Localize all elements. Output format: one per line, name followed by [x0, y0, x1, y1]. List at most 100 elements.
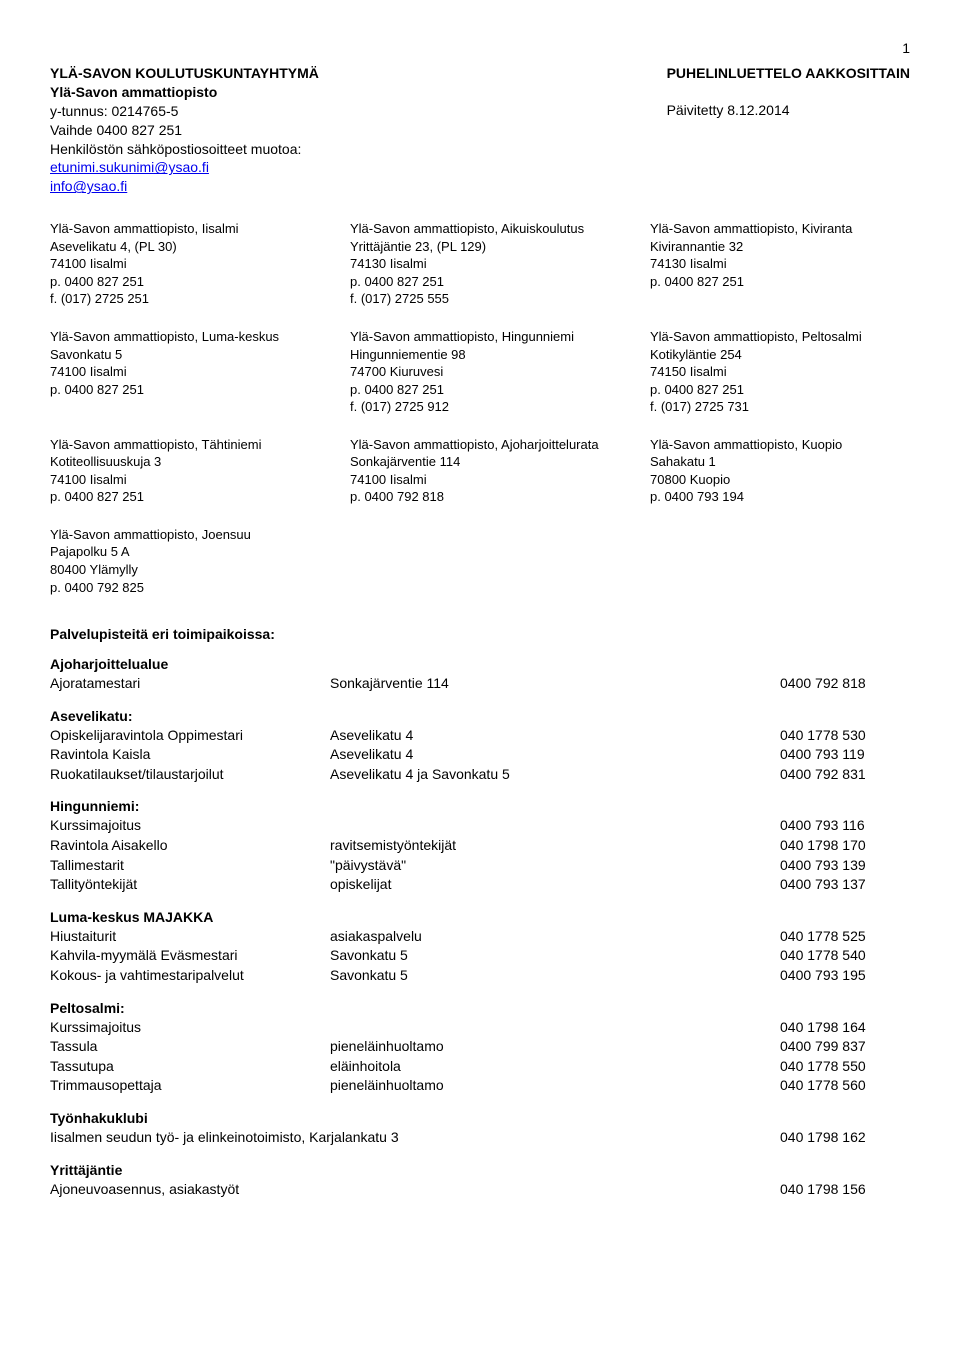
- address-line: 74100 Iisalmi: [50, 471, 310, 489]
- address-line: 80400 Ylämylly: [50, 561, 310, 579]
- vaihde: Vaihde 0400 827 251: [50, 121, 319, 140]
- address-line: 74100 Iisalmi: [50, 363, 310, 381]
- service-name: Tallimestarit: [50, 856, 330, 876]
- address-line: Kivirannantie 32: [650, 238, 910, 256]
- service-phone: 0400 799 837: [780, 1037, 910, 1057]
- service-phone: 040 1778 525: [780, 927, 910, 947]
- service-detail: Savonkatu 5: [330, 946, 780, 966]
- address-line: 74150 Iisalmi: [650, 363, 910, 381]
- address-line: Ylä-Savon ammattiopisto, Kuopio: [650, 436, 910, 454]
- address-line: f. (017) 2725 251: [50, 290, 310, 308]
- school-name: Ylä-Savon ammattiopisto: [50, 83, 319, 102]
- address-line: f. (017) 2725 912: [350, 398, 610, 416]
- service-row: Trimmausopettajapieneläinhuoltamo040 177…: [50, 1076, 910, 1096]
- service-row: Ravintola Aisakelloravitsemistyöntekijät…: [50, 836, 910, 856]
- service-phone: 0400 793 116: [780, 816, 910, 836]
- address-line: Ylä-Savon ammattiopisto, Aikuiskoulutus: [350, 220, 610, 238]
- service-row: Kurssimajoitus 040 1798 164: [50, 1018, 910, 1038]
- service-row: Iisalmen seudun työ- ja elinkeinotoimist…: [50, 1128, 910, 1148]
- service-detail: Asevelikatu 4 ja Savonkatu 5: [330, 765, 780, 785]
- address-line: Ylä-Savon ammattiopisto, Iisalmi: [50, 220, 310, 238]
- group-title: Yrittäjäntie: [50, 1162, 910, 1178]
- address-line: p. 0400 827 251: [50, 381, 310, 399]
- service-phone: 040 1778 550: [780, 1057, 910, 1077]
- address-block: Ylä-Savon ammattiopisto, AikuiskoulutusY…: [350, 220, 610, 308]
- address-line: Ylä-Savon ammattiopisto, Kiviranta: [650, 220, 910, 238]
- service-row: Tassulapieneläinhuoltamo0400 799 837: [50, 1037, 910, 1057]
- address-line: Kotikyläntie 254: [650, 346, 910, 364]
- address-line: p. 0400 827 251: [50, 488, 310, 506]
- service-row: Kokous- ja vahtimestaripalvelutSavonkatu…: [50, 966, 910, 986]
- service-name: Ruokatilaukset/tilaustarjoilut: [50, 765, 330, 785]
- service-detail: pieneläinhuoltamo: [330, 1076, 780, 1096]
- services-list: Ajoharjoittelualue AjoratamestariSonkajär…: [50, 656, 910, 1199]
- service-name: Ravintola Aisakello: [50, 836, 330, 856]
- service-row: Opiskelijaravintola OppimestariAsevelika…: [50, 726, 910, 746]
- service-detail: ravitsemistyöntekijät: [330, 836, 780, 856]
- address-line: 74700 Kiuruvesi: [350, 363, 610, 381]
- address-line: Asevelikatu 4, (PL 30): [50, 238, 310, 256]
- service-phone: 040 1798 156: [780, 1180, 910, 1200]
- service-name: Trimmausopettaja: [50, 1076, 330, 1096]
- email-link-1[interactable]: etunimi.sukunimi@ysao.fi: [50, 159, 209, 175]
- address-line: Ylä-Savon ammattiopisto, Luma-keskus: [50, 328, 310, 346]
- section-title: Palvelupisteitä eri toimipaikoissa:: [50, 626, 910, 642]
- address-line: Ylä-Savon ammattiopisto, Joensuu: [50, 526, 310, 544]
- service-name: Tassutupa: [50, 1057, 330, 1077]
- email-link-2[interactable]: info@ysao.fi: [50, 178, 127, 194]
- service-phone: 040 1798 164: [780, 1018, 910, 1038]
- service-name: Kurssimajoitus: [50, 816, 330, 836]
- service-row: Ruokatilaukset/tilaustarjoilutAsevelikat…: [50, 765, 910, 785]
- org-name: YLÄ-SAVON KOULUTUSKUNTAYHTYMÄ: [50, 64, 319, 83]
- address-block: Ylä-Savon ammattiopisto, Luma-keskusSavo…: [50, 328, 310, 416]
- address-line: p. 0400 827 251: [50, 273, 310, 291]
- address-line: p. 0400 792 825: [50, 579, 310, 597]
- service-detail: Sonkajärventie 114: [330, 674, 780, 694]
- y-tunnus: y-tunnus: 0214765-5: [50, 102, 319, 121]
- service-detail: Savonkatu 5: [330, 966, 780, 986]
- service-name: Kahvila-myymälä Eväsmestari: [50, 946, 330, 966]
- service-row: Kurssimajoitus 0400 793 116: [50, 816, 910, 836]
- service-detail: eläinhoitola: [330, 1057, 780, 1077]
- service-phone: 0400 792 818: [780, 674, 910, 694]
- service-row: AjoratamestariSonkajärventie 1140400 792…: [50, 674, 910, 694]
- service-detail: opiskelijat: [330, 875, 780, 895]
- address-line: p. 0400 827 251: [350, 273, 610, 291]
- address-line: 74100 Iisalmi: [50, 255, 310, 273]
- service-phone: 0400 793 195: [780, 966, 910, 986]
- service-name: Kokous- ja vahtimestaripalvelut: [50, 966, 330, 986]
- service-row: Tallimestarit"päivystävä"0400 793 139: [50, 856, 910, 876]
- service-name: Tassula: [50, 1037, 330, 1057]
- service-row: Hiustaituritasiakaspalvelu040 1778 525: [50, 927, 910, 947]
- service-name: Kurssimajoitus: [50, 1018, 330, 1038]
- address-line: f. (017) 2725 731: [650, 398, 910, 416]
- address-block: Ylä-Savon ammattiopisto, HingunniemiHing…: [350, 328, 610, 416]
- service-name: Hiustaiturit: [50, 927, 330, 947]
- address-block: Ylä-Savon ammattiopisto, KuopioSahakatu …: [650, 436, 910, 506]
- updated-date: Päivitetty 8.12.2014: [667, 101, 910, 120]
- service-detail: pieneläinhuoltamo: [330, 1037, 780, 1057]
- group-title: Ajoharjoittelualue: [50, 656, 910, 672]
- address-line: p. 0400 827 251: [650, 273, 910, 291]
- address-line: Sahakatu 1: [650, 453, 910, 471]
- address-line: Ylä-Savon ammattiopisto, Tähtiniemi: [50, 436, 310, 454]
- address-grid: Ylä-Savon ammattiopisto, IisalmiAsevelik…: [50, 220, 910, 596]
- address-line: Savonkatu 5: [50, 346, 310, 364]
- group-title: Hingunniemi:: [50, 798, 910, 814]
- service-row: Tallityöntekijätopiskelijat0400 793 137: [50, 875, 910, 895]
- address-block: Ylä-Savon ammattiopisto, Ajoharjoittelur…: [350, 436, 610, 506]
- address-line: p. 0400 793 194: [650, 488, 910, 506]
- address-line: 74100 Iisalmi: [350, 471, 610, 489]
- address-line: Kotiteollisuuskuja 3: [50, 453, 310, 471]
- service-name: Ajoratamestari: [50, 674, 330, 694]
- service-name: Opiskelijaravintola Oppimestari: [50, 726, 330, 746]
- address-line: Pajapolku 5 A: [50, 543, 310, 561]
- address-line: Sonkajärventie 114: [350, 453, 610, 471]
- service-row: Kahvila-myymälä EväsmestariSavonkatu 504…: [50, 946, 910, 966]
- group-title: Luma-keskus MAJAKKA: [50, 909, 910, 925]
- header-block: YLÄ-SAVON KOULUTUSKUNTAYHTYMÄ Ylä-Savon …: [50, 64, 910, 196]
- address-line: p. 0400 827 251: [350, 381, 610, 399]
- address-line: 70800 Kuopio: [650, 471, 910, 489]
- address-line: 74130 Iisalmi: [350, 255, 610, 273]
- service-phone: 0400 793 139: [780, 856, 910, 876]
